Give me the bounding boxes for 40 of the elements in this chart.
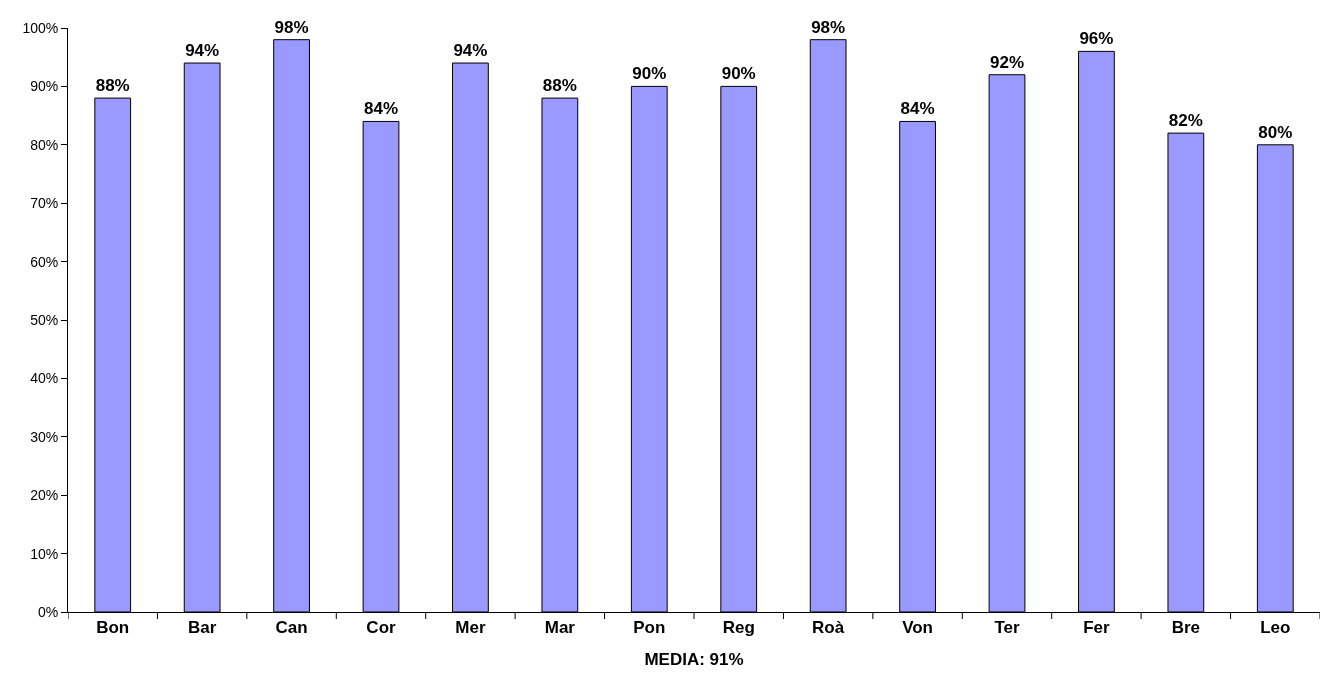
y-tick-label: 70% xyxy=(30,195,59,212)
data-label: 98% xyxy=(811,17,846,37)
data-label: 94% xyxy=(185,41,220,61)
x-tick-label: Von xyxy=(902,618,933,638)
y-tick-label: 0% xyxy=(37,603,59,620)
data-label: 80% xyxy=(1258,122,1293,142)
data-label: 84% xyxy=(363,99,399,119)
x-tick-label: Roà xyxy=(812,618,845,638)
y-tick-label: 40% xyxy=(30,370,59,387)
data-label: 90% xyxy=(632,64,667,84)
x-axis-title: MEDIA: 91% xyxy=(644,649,744,669)
data-label: 94% xyxy=(453,41,488,61)
data-label: 98% xyxy=(274,17,309,37)
x-tick-label: Reg xyxy=(722,618,755,638)
x-tick-label: Cor xyxy=(366,618,397,638)
x-tick-label: Leo xyxy=(1260,618,1291,638)
y-tick-label: 90% xyxy=(30,78,59,95)
y-tick-label: 60% xyxy=(30,253,59,270)
x-tick-label: Can xyxy=(275,618,308,638)
data-label: 82% xyxy=(1168,111,1203,131)
y-tick-label: 10% xyxy=(30,545,59,562)
y-tick-label: 20% xyxy=(30,487,59,504)
data-label: 84% xyxy=(900,99,935,119)
x-tick-label: Bre xyxy=(1171,618,1201,638)
data-label: 90% xyxy=(721,64,756,84)
x-tick-label: Mer xyxy=(455,618,486,638)
x-tick-label: Ter xyxy=(994,618,1020,638)
data-label: 88% xyxy=(95,76,130,96)
data-label: 88% xyxy=(542,76,577,96)
y-tick-label: 50% xyxy=(30,311,59,328)
x-tick-label: Pon xyxy=(633,618,666,638)
x-tick-label: Bar xyxy=(187,618,217,638)
x-tick-label: Mar xyxy=(544,618,576,638)
y-tick-label: 100% xyxy=(22,19,59,36)
y-tick-label: 80% xyxy=(30,136,59,153)
x-tick-label: Bon xyxy=(96,618,130,638)
data-label: 92% xyxy=(989,52,1025,72)
x-tick-label: Fer xyxy=(1083,618,1111,638)
y-tick-label: 30% xyxy=(30,428,59,445)
data-label: 96% xyxy=(1079,29,1114,49)
